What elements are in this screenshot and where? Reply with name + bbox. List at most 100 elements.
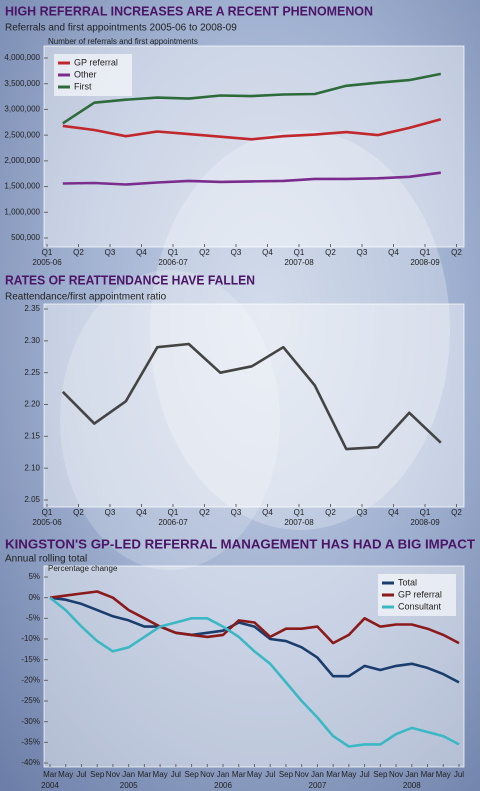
y-tick-label: 2.25 bbox=[24, 368, 40, 377]
y-tick-label: 4,000,000 bbox=[4, 53, 40, 62]
x-group-label: 2006-07 bbox=[158, 258, 188, 267]
x-group-label: 2007-08 bbox=[284, 258, 314, 267]
x-tick-label: Jan bbox=[405, 770, 418, 779]
y-tick-label: 3,000,000 bbox=[4, 105, 40, 114]
chart-title: RATES OF REATTENDANCE HAVE FALLEN bbox=[5, 272, 255, 287]
x-tick-label: Nov bbox=[106, 770, 120, 779]
legend-label: Consultant bbox=[398, 601, 442, 611]
series-line bbox=[62, 72, 442, 125]
chart-subtitle: Reattendance/first appointment ratio bbox=[5, 292, 167, 303]
y-tick-label: 2,500,000 bbox=[4, 130, 40, 139]
x-group-label: 2007 bbox=[309, 781, 327, 790]
x-group-label: 2005 bbox=[120, 781, 138, 790]
x-tick-label: Mar bbox=[421, 770, 435, 779]
x-tick-label: Q4 bbox=[262, 508, 273, 517]
y-tick-label: 2.30 bbox=[24, 336, 40, 345]
x-tick-label: Mar bbox=[232, 770, 246, 779]
x-tick-label: Q4 bbox=[136, 248, 147, 257]
series-line bbox=[49, 590, 460, 645]
x-group-label: 2004 bbox=[41, 781, 59, 790]
y-tick-label: 2.15 bbox=[24, 431, 40, 440]
x-tick-label: Q4 bbox=[388, 248, 399, 257]
legend-label: Other bbox=[74, 69, 97, 79]
chart-subtitle: Referrals and first appointments 2005-06… bbox=[5, 23, 237, 34]
x-tick-label: Q1 bbox=[168, 508, 179, 517]
y-tick-label: 0% bbox=[28, 593, 40, 602]
x-tick-label: Jan bbox=[122, 770, 135, 779]
x-tick-label: Sep bbox=[373, 770, 388, 779]
x-group-label: 2008-09 bbox=[410, 258, 440, 267]
x-tick-label: Sep bbox=[279, 770, 294, 779]
x-tick-label: Q1 bbox=[294, 508, 305, 517]
y-tick-label: 1,000,000 bbox=[4, 207, 40, 216]
x-tick-label: May bbox=[436, 770, 451, 779]
x-tick-label: Q1 bbox=[420, 508, 431, 517]
plot-panel bbox=[43, 303, 465, 508]
x-tick-label: May bbox=[341, 770, 356, 779]
y-tick-label: -30% bbox=[21, 717, 40, 726]
x-tick-label: Q3 bbox=[105, 508, 116, 517]
x-group-label: 2005-06 bbox=[32, 518, 62, 527]
y-tick-label: -35% bbox=[21, 737, 40, 746]
x-tick-label: Q1 bbox=[168, 248, 179, 257]
x-tick-label: Jul bbox=[454, 770, 464, 779]
y-tick-label: -15% bbox=[21, 655, 40, 664]
photo-highlight bbox=[60, 270, 280, 570]
x-tick-label: Jul bbox=[171, 770, 181, 779]
y-tick-label: 2.35 bbox=[24, 304, 40, 313]
x-group-label: 2006 bbox=[214, 781, 232, 790]
y-tick-label: -5% bbox=[26, 613, 40, 622]
x-tick-label: Sep bbox=[184, 770, 199, 779]
x-tick-label: Q4 bbox=[262, 248, 273, 257]
x-tick-label: Q3 bbox=[231, 508, 242, 517]
y-tick-label: 2.10 bbox=[24, 463, 40, 472]
x-group-label: 2007-08 bbox=[284, 518, 314, 527]
y-tick-label: 3,500,000 bbox=[4, 79, 40, 88]
x-group-label: 2008 bbox=[403, 781, 421, 790]
series-line bbox=[49, 596, 460, 684]
x-tick-label: Q2 bbox=[451, 248, 462, 257]
x-tick-label: Mar bbox=[137, 770, 151, 779]
legend-label: First bbox=[74, 81, 92, 91]
y-axis-label: Number of referrals and first appointmen… bbox=[48, 37, 198, 46]
x-tick-label: Jan bbox=[311, 770, 324, 779]
x-tick-label: Q3 bbox=[231, 248, 242, 257]
x-tick-label: May bbox=[58, 770, 73, 779]
x-tick-label: Nov bbox=[389, 770, 403, 779]
x-tick-label: Q4 bbox=[136, 508, 147, 517]
x-tick-label: Q2 bbox=[325, 248, 336, 257]
x-group-label: 2005-06 bbox=[32, 258, 62, 267]
x-tick-label: Nov bbox=[295, 770, 309, 779]
x-group-label: 2006-07 bbox=[158, 518, 188, 527]
x-tick-label: Jan bbox=[217, 770, 230, 779]
x-tick-label: Q3 bbox=[357, 248, 368, 257]
legend-label: Total bbox=[398, 577, 417, 587]
x-tick-label: Q2 bbox=[451, 508, 462, 517]
series-line bbox=[49, 596, 460, 748]
y-tick-label: -40% bbox=[21, 758, 40, 767]
photo-highlight bbox=[150, 130, 450, 530]
x-tick-label: Q1 bbox=[420, 248, 431, 257]
x-tick-label: Q1 bbox=[42, 508, 53, 517]
y-tick-label: -10% bbox=[21, 634, 40, 643]
x-tick-label: May bbox=[247, 770, 262, 779]
x-tick-label: May bbox=[153, 770, 168, 779]
x-tick-label: Mar bbox=[43, 770, 57, 779]
y-tick-label: 1,500,000 bbox=[4, 182, 40, 191]
series-line bbox=[62, 171, 441, 186]
legend-label: GP referral bbox=[398, 589, 442, 599]
x-tick-label: Sep bbox=[90, 770, 105, 779]
x-tick-label: Q4 bbox=[388, 508, 399, 517]
chart-title: KINGSTON'S GP-LED REFERRAL MANAGEMENT HA… bbox=[5, 536, 475, 551]
x-tick-label: Q2 bbox=[199, 248, 210, 257]
y-tick-label: 5% bbox=[28, 572, 40, 581]
y-tick-label: -25% bbox=[21, 696, 40, 705]
y-axis-label: Percentage change bbox=[48, 564, 118, 573]
x-tick-label: Q2 bbox=[325, 508, 336, 517]
x-tick-label: Mar bbox=[326, 770, 340, 779]
y-tick-label: 500,000 bbox=[11, 233, 40, 242]
x-tick-label: Q2 bbox=[199, 508, 210, 517]
x-tick-label: Q1 bbox=[42, 248, 53, 257]
x-tick-label: Jul bbox=[265, 770, 275, 779]
